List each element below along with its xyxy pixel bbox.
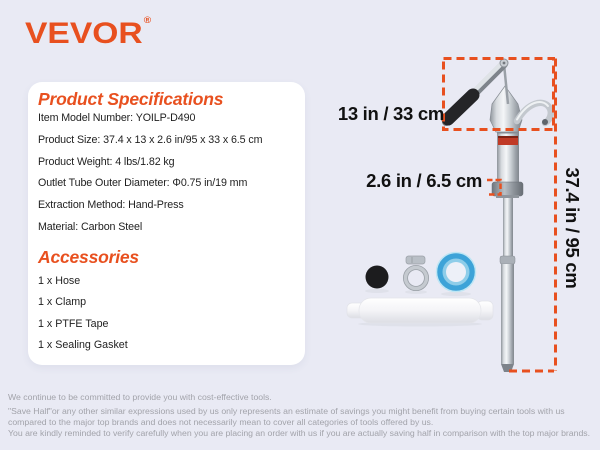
accessories-photo — [346, 251, 494, 327]
specifications-title: Product Specifications — [38, 89, 224, 109]
pump-spout — [513, 99, 555, 127]
pump-pivot-hole — [502, 61, 506, 65]
spec-extraction-method: Extraction Method: Hand-Press — [38, 199, 184, 212]
accessory-clamp: 1 x Clamp — [38, 296, 87, 309]
pump-collar — [491, 181, 524, 197]
disclaimer-line-1: We continue to be committed to provide y… — [8, 392, 272, 402]
pump-link-rod — [502, 63, 510, 105]
pump-spout-highlight — [516, 101, 549, 121]
spec-material: Material: Carbon Steel — [38, 220, 143, 233]
disclaimer-line-2: "Save Half"or any other similar expressi… — [8, 405, 565, 416]
specifications-card: Product Specifications Item Model Number… — [28, 82, 305, 365]
vevor-logo: VEVOR® — [25, 15, 152, 51]
pump-spout-tip — [542, 119, 548, 125]
spec-product-weight: Product Weight: 4 lbs/1.82 kg — [38, 155, 175, 168]
specifications-list: Item Model Number: YOILP-D490 Product Si… — [38, 108, 299, 239]
pump-band-edge — [498, 136, 518, 138]
spec-item-model: Item Model Number: YOILP-D490 — [38, 112, 196, 124]
tape-center-hole — [446, 262, 466, 282]
pump-red-band — [498, 138, 518, 145]
pump-collar-lip — [496, 195, 519, 198]
total-height-label: 37.4 in / 95 cm — [562, 167, 583, 289]
hose-graphic — [358, 297, 482, 324]
hose-clamp-graphic — [403, 265, 429, 291]
pump-handle-grip — [441, 88, 480, 126]
pump-upper-tube — [503, 196, 513, 258]
tape-shadow — [441, 291, 471, 297]
vevor-logo-text: VEVOR — [25, 17, 143, 50]
outlet-diameter-label: 2.6 in / 6.5 cm — [366, 170, 482, 191]
clamp-outer-edge — [402, 264, 429, 291]
spec-outlet-diameter: Outlet Tube Outer Diameter: Φ0.75 in/19 … — [38, 177, 248, 190]
accessories-list: 1 x Hose 1 x Clamp 1 x PTFE Tape 1 x Sea… — [38, 271, 299, 357]
tape-rim-highlight — [435, 251, 477, 293]
gasket-shadow — [365, 289, 389, 293]
registered-trademark-symbol: ® — [143, 15, 152, 25]
clamp-shadow — [405, 290, 427, 294]
accessories-title: Accessories — [38, 246, 139, 267]
spec-product-size: Product Size: 37.4 x 13 x 2.6 in/95 x 33… — [38, 133, 263, 146]
accessory-hose: 1 x Hose — [38, 274, 81, 287]
accessory-ptfe-tape: 1 x PTFE Tape — [38, 317, 109, 330]
disclaimer-footer: We continue to be committed to provide y… — [8, 392, 598, 439]
pump-lower-tube — [501, 264, 514, 364]
dimension-markers — [442, 57, 557, 373]
handle-dimension-box — [442, 57, 555, 131]
hand-pump-graphic — [441, 58, 555, 372]
disclaimer-line-4: You are kindly reminded to verify carefu… — [8, 427, 591, 438]
clamp-inner-edge — [407, 269, 425, 287]
handle-length-label: 13 in / 33 cm — [337, 103, 444, 124]
disclaimer-line-3: compared to the major top brands and doe… — [8, 416, 434, 427]
outlet-dimension-bracket — [487, 178, 502, 196]
sealing-gasket-graphic — [365, 265, 389, 289]
pump-tube-joint — [499, 255, 516, 265]
accessory-sealing-gasket: 1 x Sealing Gasket — [38, 339, 128, 352]
clamp-screw-housing — [405, 255, 426, 265]
